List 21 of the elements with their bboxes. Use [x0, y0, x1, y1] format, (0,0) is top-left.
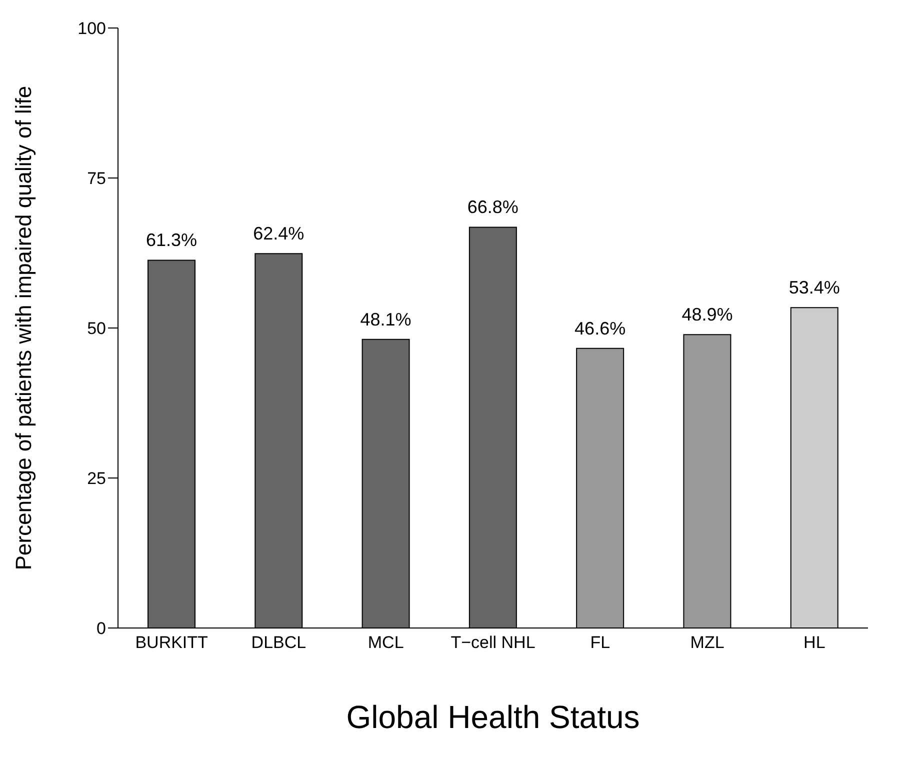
y-axis-title: Percentage of patients with impaired quality of life — [10, 86, 36, 570]
data-label: 62.4% — [253, 224, 304, 244]
y-tick-label: 75 — [87, 169, 106, 188]
y-tick-label: 0 — [96, 619, 106, 638]
data-label: 66.8% — [467, 197, 518, 218]
x-tick-label: FL — [590, 633, 610, 652]
data-label: 48.9% — [682, 304, 733, 325]
x-axis-title: Global Health Status — [346, 699, 640, 735]
y-tick-label: 100 — [78, 19, 106, 38]
x-tick-label: HL — [804, 633, 826, 652]
data-label: 46.6% — [574, 318, 626, 338]
x-tick-label: MZL — [690, 633, 724, 652]
data-label: 53.4% — [788, 278, 840, 298]
x-tick-label: DLBCL — [251, 633, 306, 652]
y-tick-label: 50 — [87, 319, 106, 338]
x-tick-label: MCL — [368, 633, 404, 652]
data-label: 61.3% — [146, 230, 198, 250]
data-label: 48.1% — [360, 309, 412, 330]
y-tick-label: 25 — [87, 469, 106, 488]
x-tick-label: T−cell NHL — [450, 633, 536, 652]
x-tick-label: BURKITT — [135, 633, 208, 652]
